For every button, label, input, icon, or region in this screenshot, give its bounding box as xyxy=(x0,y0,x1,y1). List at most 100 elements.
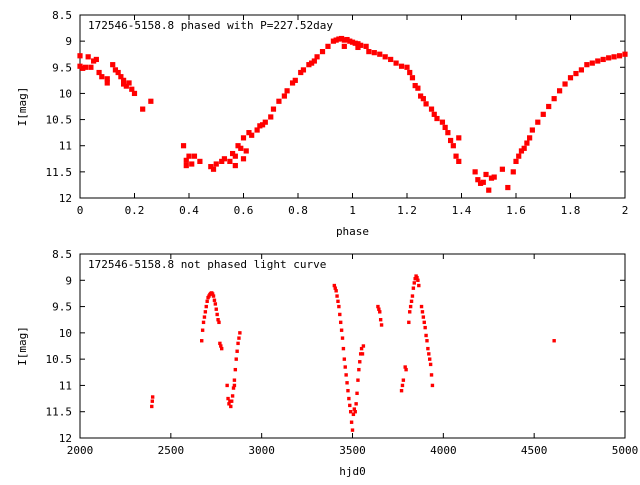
unphased-data-point xyxy=(349,420,354,424)
phased-data-point xyxy=(82,64,89,70)
unphased-data-point xyxy=(403,365,407,369)
phased-y-tick-label: 10 xyxy=(59,87,72,100)
unphased-y-tick-label: 10.5 xyxy=(46,353,73,366)
unphased-data-point xyxy=(399,388,404,393)
unphased-data-point xyxy=(378,318,383,322)
phased-data-point xyxy=(445,130,451,136)
unphased-data-point xyxy=(400,383,405,388)
unphased-data-point xyxy=(334,289,338,293)
phased-data-point xyxy=(330,38,337,44)
phased-data-point xyxy=(298,69,304,76)
unphased-data-point xyxy=(408,310,412,314)
phased-data-point xyxy=(289,80,296,86)
phased-data-point xyxy=(88,64,94,70)
phased-data-point xyxy=(281,93,287,99)
unphased-data-point xyxy=(417,283,421,288)
phased-data-point xyxy=(314,54,320,60)
phased-data-point xyxy=(456,135,462,141)
unphased-data-point xyxy=(339,328,344,332)
phased-data-point xyxy=(276,98,282,104)
phased-data-point xyxy=(341,43,347,49)
phased-data-point xyxy=(355,41,361,47)
unphased-data-point xyxy=(351,412,356,417)
unphased-data-point xyxy=(360,352,365,356)
unphased-data-point xyxy=(236,341,240,346)
phased-data-point xyxy=(221,156,228,162)
phased-data-point xyxy=(578,67,584,73)
phased-data-point xyxy=(259,122,266,128)
phased-data-points xyxy=(77,35,628,193)
unphased-data-point xyxy=(343,365,347,369)
unphased-data-point xyxy=(333,286,337,290)
unphased-data-point xyxy=(354,402,358,406)
phased-data-point xyxy=(371,50,377,56)
phased-data-point xyxy=(488,175,495,181)
unphased-data-point xyxy=(358,360,362,364)
unphased-data-point xyxy=(430,383,435,388)
phased-data-point xyxy=(589,60,595,66)
unphased-data-point xyxy=(344,373,348,377)
unphased-data-point xyxy=(216,318,220,322)
unphased-data-point xyxy=(238,331,242,335)
unphased-data-point xyxy=(408,304,413,309)
phased-data-point xyxy=(486,187,492,193)
phased-data-point xyxy=(491,174,497,180)
unphased-data-point xyxy=(237,336,241,340)
unphased-data-point xyxy=(348,403,352,408)
phased-data-point xyxy=(232,153,238,159)
phased-data-point xyxy=(270,106,277,112)
phased-data-point xyxy=(513,158,519,164)
unphased-data-point xyxy=(404,367,408,372)
unphased-data-point xyxy=(350,428,355,432)
phased-data-point xyxy=(183,162,189,169)
unphased-data-point xyxy=(357,367,361,372)
unphased-x-tick-label: 2000 xyxy=(67,444,94,457)
phased-data-point xyxy=(551,96,557,102)
unphased-data-point xyxy=(355,391,359,396)
phased-data-point xyxy=(595,58,601,64)
phased-data-point xyxy=(77,63,83,69)
phased-data-point xyxy=(262,119,268,125)
phased-data-point xyxy=(557,88,563,94)
unphased-data-point xyxy=(150,399,155,403)
phased-data-point xyxy=(246,130,252,136)
phased-data-point xyxy=(140,106,146,112)
phased-x-tick-label: 0.2 xyxy=(125,204,145,217)
phased-data-point xyxy=(219,158,225,164)
phased-data-point xyxy=(336,36,342,42)
unphased-ticks: 2000 2500 3000 3500 4000 4500 5000 8.5 9 9.5 10 10.… xyxy=(46,248,639,457)
phased-data-point xyxy=(415,85,421,91)
unphased-data-point xyxy=(201,320,206,325)
phased-x-tick-label: 0 xyxy=(77,204,84,217)
phased-data-point xyxy=(230,150,236,157)
unphased-data-point xyxy=(213,302,218,306)
unphased-data-point xyxy=(234,357,238,361)
phased-y-tick-label: 8.5 xyxy=(52,9,72,22)
phased-data-point xyxy=(442,124,448,131)
unphased-data-point xyxy=(337,304,341,309)
unphased-data-point xyxy=(217,320,221,325)
phased-data-point xyxy=(499,166,505,172)
phased-data-point xyxy=(268,114,274,120)
phased-data-point xyxy=(420,96,426,102)
phased-data-point xyxy=(382,54,388,60)
unphased-data-point xyxy=(227,402,231,406)
unphased-data-point xyxy=(231,386,236,390)
phased-data-point xyxy=(121,77,127,83)
unphased-data-point xyxy=(378,310,382,314)
phased-data-point xyxy=(123,83,129,89)
unphased-x-tick-label: 2500 xyxy=(158,444,185,457)
phased-data-point xyxy=(418,93,424,99)
unphased-data-point xyxy=(427,352,431,356)
phased-data-point xyxy=(505,184,511,191)
unphased-data-point xyxy=(361,344,366,348)
phased-data-point xyxy=(210,166,217,172)
unphased-data-point xyxy=(428,362,433,367)
phased-data-point xyxy=(355,44,361,51)
phased-data-point xyxy=(535,119,541,125)
phased-data-point xyxy=(284,88,290,94)
unphased-data-point xyxy=(150,404,154,409)
unphased-data-point xyxy=(225,383,229,388)
